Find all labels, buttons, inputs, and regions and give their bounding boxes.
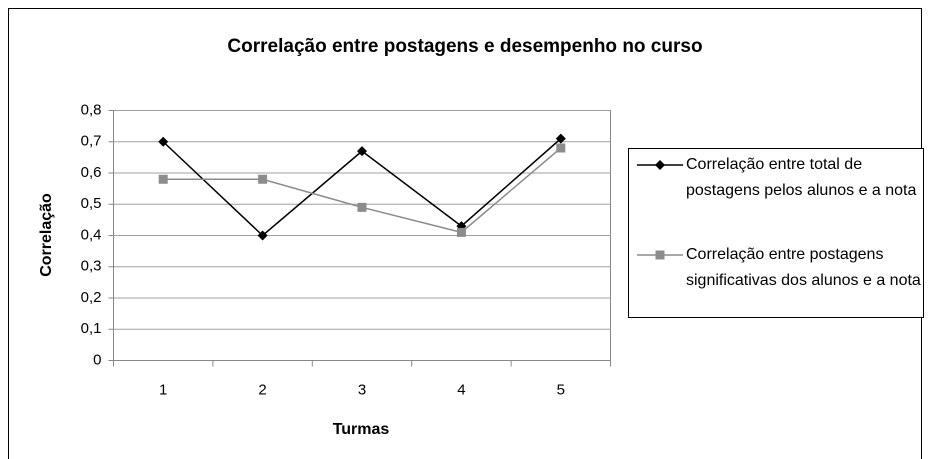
marker xyxy=(555,133,566,144)
marker xyxy=(456,227,466,237)
marker xyxy=(655,160,665,170)
y-axis-label: Correlação xyxy=(38,193,55,277)
legend-label: Correlação entre postagens significativa… xyxy=(686,246,921,289)
legend: Correlação entre total de postagens pelo… xyxy=(628,148,924,318)
y-tick-label: 0,8 xyxy=(81,101,102,118)
marker xyxy=(357,146,367,157)
marker xyxy=(357,202,367,212)
legend-swatch xyxy=(637,160,683,170)
y-tick-label: 0,3 xyxy=(81,258,102,275)
y-tick-label: 0,7 xyxy=(81,133,102,150)
y-tick-label: 0,5 xyxy=(81,195,102,212)
x-tick-label: 5 xyxy=(557,381,565,398)
chart-title: Correlação entre postagens e desempenho … xyxy=(227,36,702,57)
marker xyxy=(158,174,168,184)
x-axis-label: Turmas xyxy=(333,421,390,438)
y-tick-label: 0,1 xyxy=(81,320,102,337)
y-tick-label: 0,2 xyxy=(81,289,102,306)
y-tick-label: 0,6 xyxy=(81,164,102,181)
marker xyxy=(258,174,268,184)
x-tick-label: 3 xyxy=(358,381,366,398)
marker xyxy=(257,230,268,241)
legend-swatch xyxy=(637,250,683,260)
y-tick-label: 0 xyxy=(93,351,101,368)
y-tick-label: 0,4 xyxy=(81,226,102,243)
marker xyxy=(655,250,665,260)
marker xyxy=(556,143,566,153)
marker xyxy=(158,136,169,147)
legend-label: Correlação entre total de postagens pelo… xyxy=(686,156,917,199)
x-tick-label: 2 xyxy=(258,381,266,398)
x-tick-label: 4 xyxy=(457,381,465,398)
x-tick-label: 1 xyxy=(159,381,167,398)
